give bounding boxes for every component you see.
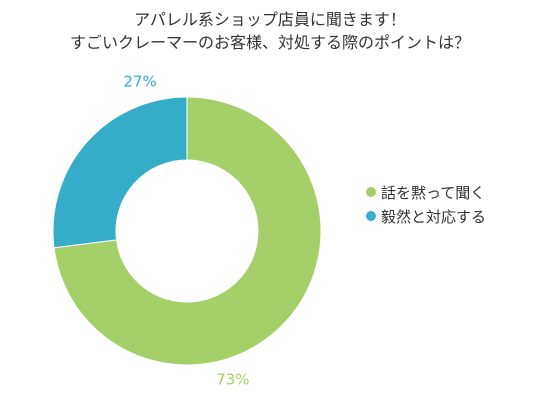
data-label-listen: 73% bbox=[216, 371, 249, 389]
slice-firm[interactable] bbox=[52, 96, 188, 249]
legend-label-firm: 毅然と対応する bbox=[381, 207, 487, 226]
legend-item-listen[interactable]: 話を黙って聞く bbox=[366, 180, 486, 204]
chart-title-line-1: アパレル系ショップ店員に聞きます！ bbox=[134, 10, 406, 29]
legend-swatch-firm bbox=[366, 211, 376, 221]
legend-item-firm[interactable]: 毅然と対応する bbox=[366, 204, 486, 228]
chart-title: アパレル系ショップ店員に聞きます！ すごいクレーマーのお客様、対処する際のポイン… bbox=[0, 8, 540, 54]
legend-label-listen: 話を黙って聞く bbox=[381, 183, 486, 202]
data-label-firm: 27% bbox=[123, 73, 156, 91]
chart-legend: 話を黙って聞く 毅然と対応する bbox=[366, 180, 486, 228]
chart-title-line-2: すごいクレーマーのお客様、対処する際のポイントは？ bbox=[69, 33, 470, 52]
legend-swatch-listen bbox=[366, 187, 376, 197]
slice-listen[interactable] bbox=[53, 96, 322, 366]
